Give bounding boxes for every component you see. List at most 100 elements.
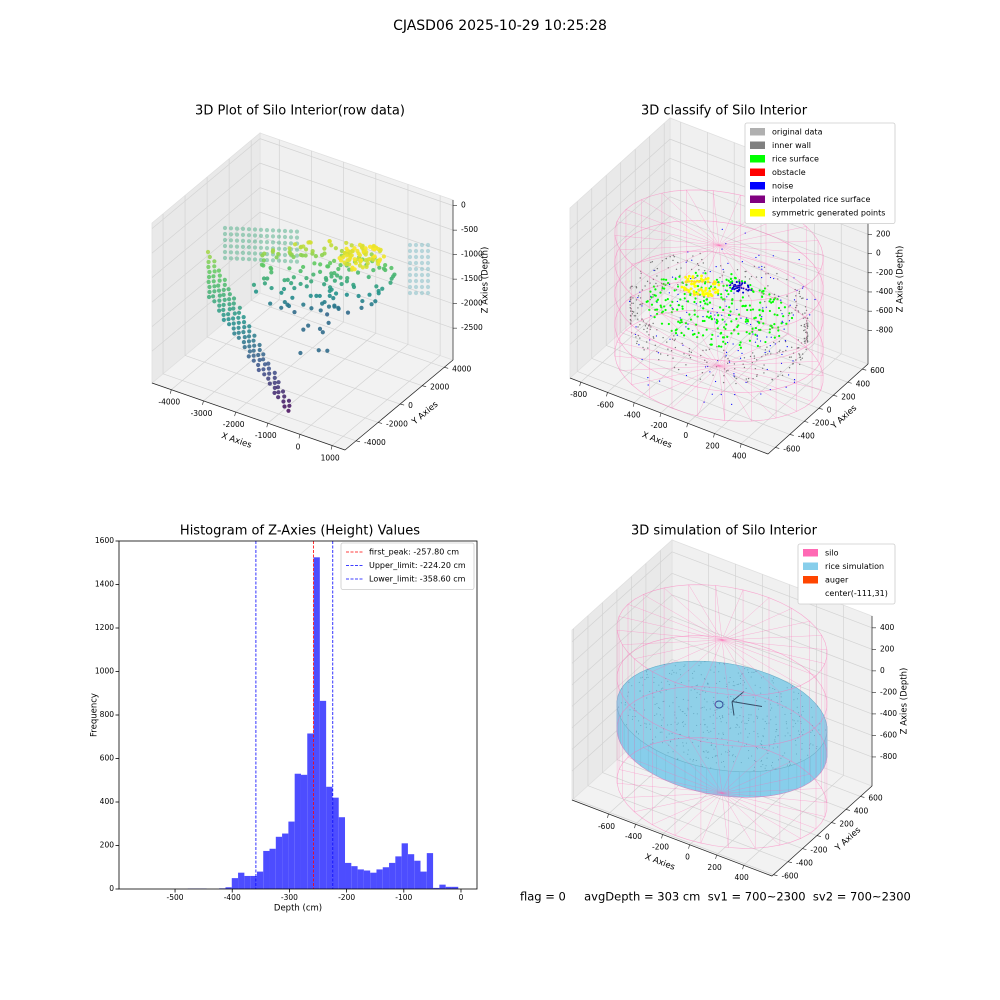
point-cloud-dot [637,334,639,337]
point-cloud-dot [777,306,781,310]
silo-wire [718,226,807,367]
rice-texture [726,696,728,698]
point-cloud-dot [419,242,425,248]
silo-wire [718,244,813,402]
point-cloud-dot [377,265,382,270]
point-cloud-dot [687,251,689,253]
x-tick-mark [632,402,635,407]
point-cloud-dot [722,308,725,312]
point-cloud-dot [729,286,732,289]
rice-texture [715,746,717,748]
point-cloud-dot [734,287,737,290]
point-cloud-dot [247,329,252,334]
point-cloud-dot [715,322,718,325]
point-cloud-dot [257,357,262,363]
point-cloud-dot [748,304,751,307]
x-tick-label: -1000 [255,431,277,440]
point-cloud-dot [251,358,256,363]
silo-wire [618,616,723,794]
point-cloud-dot [714,318,716,320]
point-cloud-dot [246,354,251,359]
point-cloud-dot [766,346,768,348]
rice-texture [723,703,725,705]
rice-texture [663,700,665,702]
point-cloud-dot [737,332,740,335]
histogram-bar [363,870,371,889]
point-cloud-dot [652,296,654,298]
rice-texture [781,706,783,708]
point-cloud-dot [727,279,730,282]
grid-line [184,355,379,423]
point-cloud-dot [261,357,266,362]
point-cloud-dot [329,243,334,248]
rice-texture [693,758,695,760]
point-cloud-dot [294,259,300,264]
y-tick-label: -600 [783,444,800,453]
point-cloud-dot [708,289,712,293]
rice-texture [800,722,802,724]
rice-texture [645,726,647,728]
point-cloud-dot [288,241,294,246]
grid-line [569,177,671,268]
point-cloud-dot [724,327,727,331]
rice-texture [764,701,766,703]
point-cloud-dot [758,314,761,317]
rice-texture [670,724,672,726]
axis-line [151,382,346,451]
point-cloud-dot [282,404,287,409]
rice-texture [676,696,678,698]
point-cloud-dot [715,266,717,268]
point-cloud-dot [291,254,296,260]
point-cloud-dot [276,395,281,400]
rice-texture [700,764,702,766]
rice-texture [754,684,756,686]
point-cloud-dot [338,263,343,268]
point-cloud-dot [335,273,340,278]
grid-line [151,187,261,278]
point-cloud-dot [221,312,226,317]
x-tick-label: -500 [167,893,184,902]
rice-texture [652,739,654,741]
point-cloud-dot [721,336,725,339]
point-cloud-dot [750,323,752,326]
point-cloud-dot [331,296,336,301]
point-cloud-dot [632,297,634,299]
point-cloud-dot [722,284,725,287]
rice-texture [771,707,773,709]
point-cloud-dot [227,307,232,312]
rice-texture [675,717,677,719]
point-cloud-dot [763,266,766,269]
point-cloud-dot [630,285,633,288]
point-cloud-dot [257,342,262,348]
point-cloud-dot [690,268,693,271]
point-cloud-dot [770,336,772,338]
rice-texture [661,742,663,744]
rice-texture [739,682,741,684]
rice-texture [737,672,739,674]
rice-texture [620,702,622,704]
point-cloud-dot [697,264,700,267]
point-cloud-dot [207,284,212,290]
y-tick-label: 1000 [95,667,114,676]
z-tick-label: 200 [876,229,891,238]
rice-texture [688,680,690,682]
point-cloud-dot [773,341,775,344]
grid-line [587,785,789,862]
side-pane [151,132,261,384]
point-cloud-dot [751,308,755,311]
point-cloud-dot [655,312,659,316]
point-cloud-dot [745,288,748,291]
point-cloud-dot [363,258,368,263]
point-cloud-dot [242,345,247,350]
point-cloud-dot [264,258,270,263]
rice-texture [676,729,678,731]
point-cloud-dot [309,279,314,284]
rice-texture [800,731,802,733]
rice-texture [632,716,634,718]
rice-texture [760,692,762,694]
point-cloud-dot [226,287,231,292]
grid-line [151,162,261,254]
rice-texture [762,676,764,678]
histogram-bar [231,878,239,889]
x-tick-label: -2000 [223,420,245,429]
